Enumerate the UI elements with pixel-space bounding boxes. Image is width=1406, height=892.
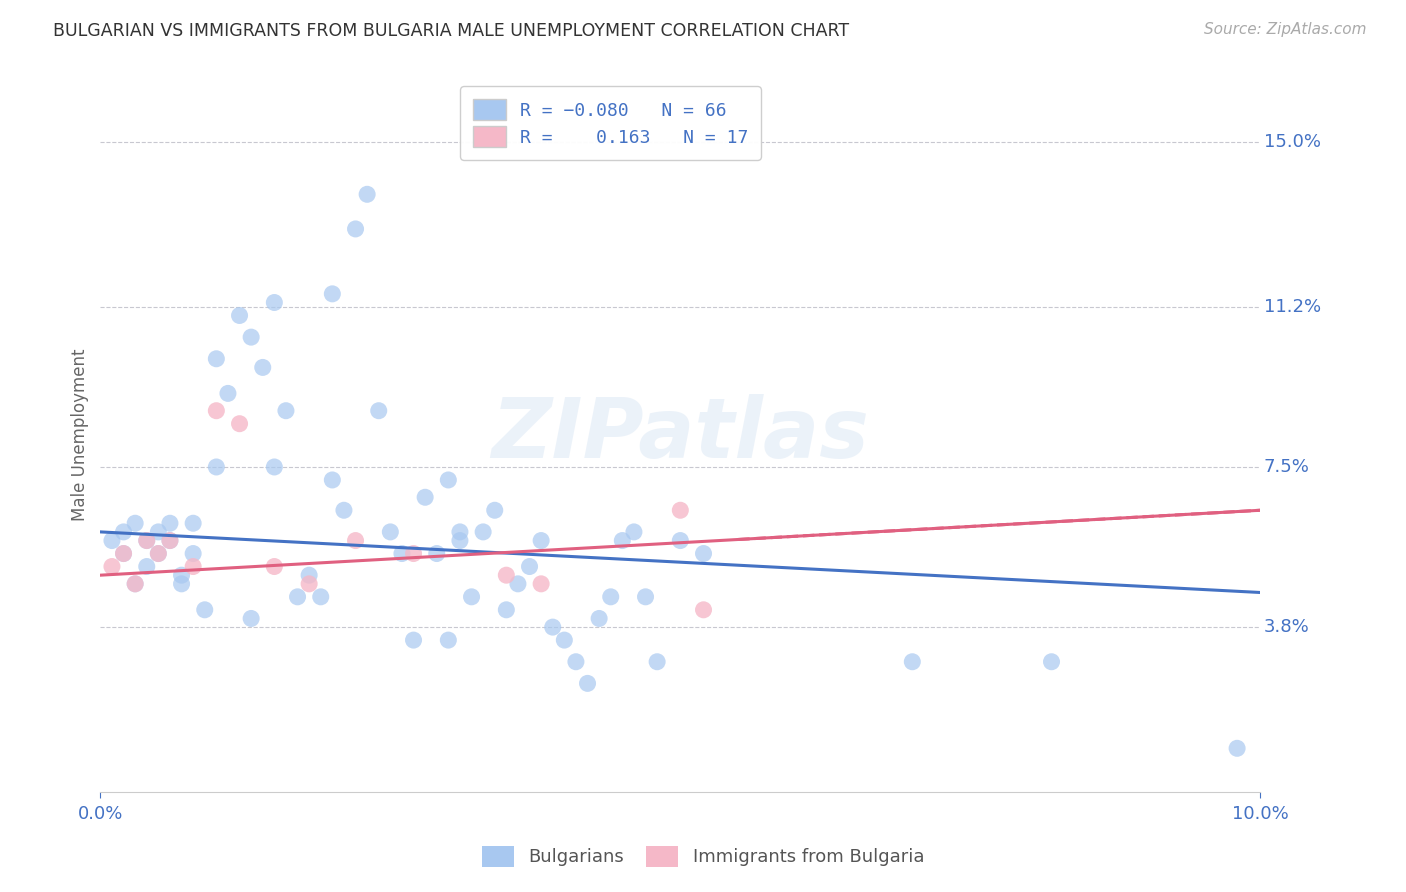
- Point: [124, 577, 146, 591]
- Point: [1040, 655, 1063, 669]
- Text: Source: ZipAtlas.com: Source: ZipAtlas.com: [1204, 22, 1367, 37]
- Text: 15.0%: 15.0%: [1264, 134, 1320, 152]
- Point: [402, 633, 425, 648]
- Point: [634, 590, 657, 604]
- Point: [240, 330, 263, 344]
- Point: [217, 386, 239, 401]
- Point: [205, 351, 228, 366]
- Point: [541, 620, 564, 634]
- Legend: R = −0.080   N = 66, R =    0.163   N = 17: R = −0.080 N = 66, R = 0.163 N = 17: [460, 87, 761, 160]
- Point: [112, 547, 135, 561]
- Point: [437, 473, 460, 487]
- Point: [263, 559, 285, 574]
- Point: [612, 533, 634, 548]
- Point: [519, 559, 541, 574]
- Point: [901, 655, 924, 669]
- Point: [599, 590, 621, 604]
- Point: [170, 568, 193, 582]
- Point: [1226, 741, 1249, 756]
- Point: [309, 590, 332, 604]
- Point: [205, 403, 228, 417]
- Point: [623, 524, 645, 539]
- Point: [181, 516, 204, 531]
- Point: [530, 533, 553, 548]
- Point: [274, 403, 297, 417]
- Point: [181, 559, 204, 574]
- Point: [228, 309, 250, 323]
- Point: [159, 533, 181, 548]
- Point: [669, 533, 692, 548]
- Point: [240, 611, 263, 625]
- Legend: Bulgarians, Immigrants from Bulgaria: Bulgarians, Immigrants from Bulgaria: [472, 837, 934, 876]
- Point: [263, 460, 285, 475]
- Point: [472, 524, 495, 539]
- Point: [645, 655, 668, 669]
- Point: [135, 533, 157, 548]
- Point: [692, 603, 714, 617]
- Point: [506, 577, 529, 591]
- Text: 3.8%: 3.8%: [1264, 618, 1309, 636]
- Point: [287, 590, 309, 604]
- Point: [426, 547, 449, 561]
- Point: [449, 524, 471, 539]
- Point: [124, 577, 146, 591]
- Point: [553, 633, 575, 648]
- Point: [460, 590, 482, 604]
- Point: [344, 533, 367, 548]
- Point: [135, 533, 157, 548]
- Point: [101, 559, 124, 574]
- Point: [112, 547, 135, 561]
- Text: 11.2%: 11.2%: [1264, 298, 1320, 316]
- Point: [298, 568, 321, 582]
- Point: [402, 547, 425, 561]
- Point: [252, 360, 274, 375]
- Y-axis label: Male Unemployment: Male Unemployment: [72, 348, 89, 521]
- Text: ZIPatlas: ZIPatlas: [491, 394, 869, 475]
- Point: [263, 295, 285, 310]
- Point: [669, 503, 692, 517]
- Point: [437, 633, 460, 648]
- Point: [565, 655, 588, 669]
- Point: [124, 516, 146, 531]
- Point: [333, 503, 356, 517]
- Point: [344, 222, 367, 236]
- Point: [159, 533, 181, 548]
- Point: [148, 547, 170, 561]
- Point: [181, 547, 204, 561]
- Text: 7.5%: 7.5%: [1264, 458, 1309, 476]
- Text: BULGARIAN VS IMMIGRANTS FROM BULGARIA MALE UNEMPLOYMENT CORRELATION CHART: BULGARIAN VS IMMIGRANTS FROM BULGARIA MA…: [53, 22, 849, 40]
- Point: [135, 559, 157, 574]
- Point: [148, 524, 170, 539]
- Point: [588, 611, 610, 625]
- Point: [413, 490, 436, 504]
- Point: [692, 547, 714, 561]
- Point: [367, 403, 389, 417]
- Point: [228, 417, 250, 431]
- Point: [112, 524, 135, 539]
- Point: [530, 577, 553, 591]
- Point: [159, 516, 181, 531]
- Point: [484, 503, 506, 517]
- Point: [321, 473, 343, 487]
- Point: [495, 568, 517, 582]
- Point: [449, 533, 471, 548]
- Point: [321, 286, 343, 301]
- Point: [194, 603, 217, 617]
- Point: [148, 547, 170, 561]
- Point: [170, 577, 193, 591]
- Point: [576, 676, 599, 690]
- Point: [356, 187, 378, 202]
- Point: [495, 603, 517, 617]
- Point: [380, 524, 402, 539]
- Point: [205, 460, 228, 475]
- Point: [101, 533, 124, 548]
- Point: [391, 547, 413, 561]
- Point: [298, 577, 321, 591]
